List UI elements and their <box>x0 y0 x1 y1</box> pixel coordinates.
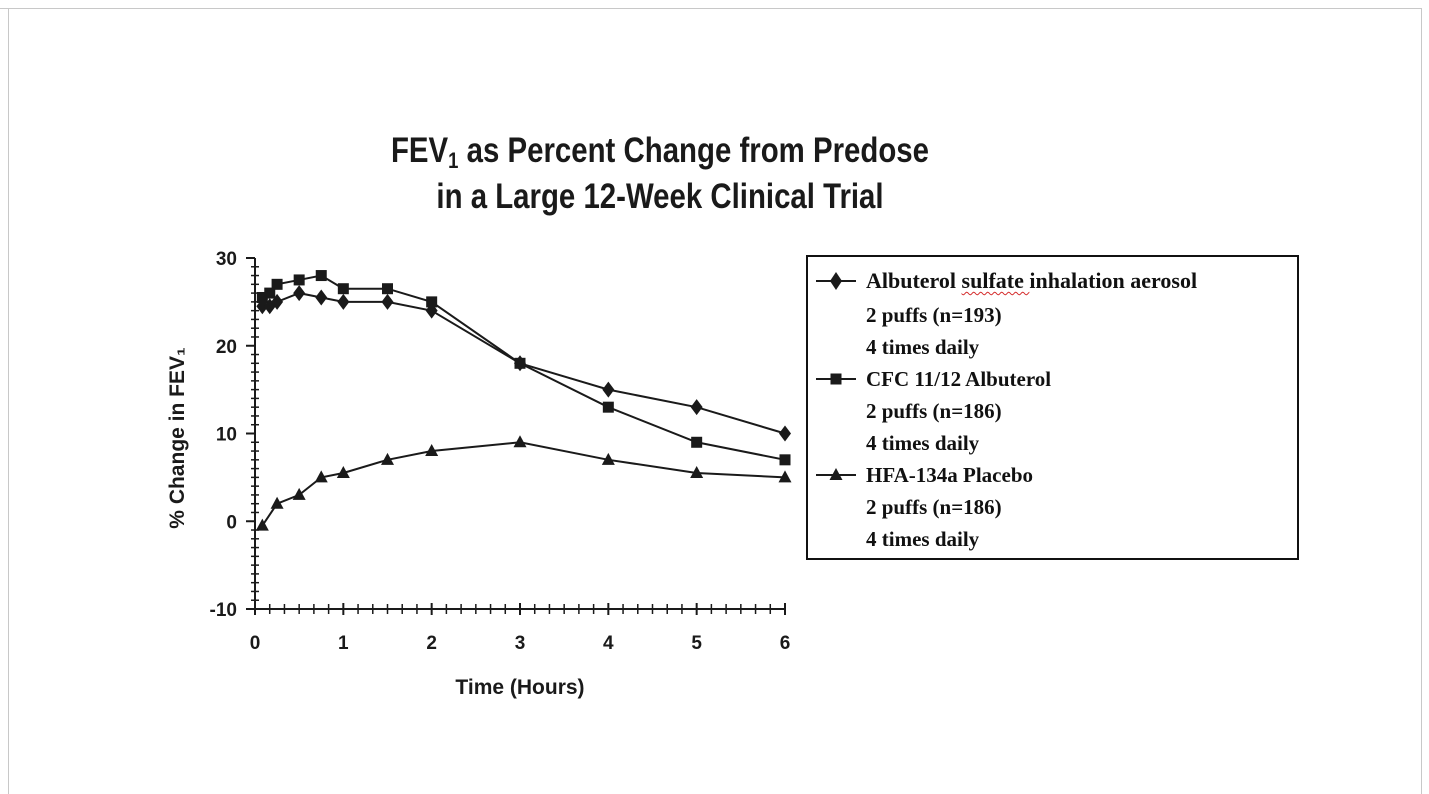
x-tick-label: 1 <box>338 633 349 654</box>
series-2-point <box>256 291 268 303</box>
series-3-point <box>513 435 527 448</box>
y-tick-label: -10 <box>210 600 237 621</box>
series-1-point <box>315 289 328 306</box>
series-3-point <box>601 452 615 465</box>
frame-right-border <box>1421 8 1422 794</box>
legend-series-detail: 2 puffs (n=186) <box>866 399 1002 423</box>
legend-marker-diamond-icon <box>816 271 856 291</box>
y-tick-label: 30 <box>216 249 237 270</box>
chart-title-line-1: FEV1 as Percent Change from Predose <box>358 128 963 174</box>
chart-title-line-2: in a Large 12-Week Clinical Trial <box>436 177 884 216</box>
title-prefix: FEV <box>390 131 449 170</box>
title-suffix: as Percent Change from Predose <box>458 131 930 170</box>
legend: Albuterol sulfate inhalation aerosol 2 pu… <box>806 255 1299 560</box>
series-1-point <box>337 293 350 310</box>
series-1-point <box>381 293 394 310</box>
y-tick-label: 0 <box>226 512 237 533</box>
title-subscript: 1 <box>448 148 459 173</box>
series-3-point <box>270 496 284 509</box>
y-tick-label: 20 <box>216 337 237 358</box>
series-1-point <box>690 399 703 416</box>
series-2-point <box>426 296 438 308</box>
series-1-point <box>779 425 791 442</box>
series-2-point <box>602 401 614 413</box>
x-axis-label: Time (Hours) <box>455 676 584 699</box>
x-tick-label: 4 <box>603 633 614 654</box>
chart-title: FEV1 as Percent Change from Predose in a… <box>358 128 963 220</box>
series-2-point <box>315 270 327 282</box>
series-3-point <box>292 487 306 500</box>
series-2-point <box>514 357 526 369</box>
series-3-point <box>336 465 350 478</box>
legend-series-detail: 4 times daily <box>866 431 980 455</box>
legend-series-name: Albuterol sulfate inhalation aerosol <box>866 268 1198 293</box>
series-2-point <box>293 274 305 286</box>
series-2-point <box>337 283 349 295</box>
series-3-point <box>778 470 792 483</box>
series-2-point <box>382 283 393 295</box>
x-tick-label: 2 <box>426 633 437 654</box>
series-3-point <box>314 470 328 483</box>
y-axis-label: % Change in FEV₁ <box>166 347 189 528</box>
legend-series-name: HFA-134a Placebo <box>866 463 1033 487</box>
x-tick-label: 6 <box>780 633 791 654</box>
series-3-point <box>690 465 704 478</box>
x-tick-label: 0 <box>250 633 261 654</box>
frame-top-border <box>0 8 1422 9</box>
legend-series-name: CFC 11/12 Albuterol <box>866 367 1052 391</box>
series-3-point <box>255 518 269 531</box>
x-tick-label: 3 <box>515 633 526 654</box>
series-line-3 <box>261 441 786 527</box>
x-tick-label: 5 <box>691 633 702 654</box>
legend-series-detail: 2 puffs (n=186) <box>866 495 1002 519</box>
legend-series-detail: 2 puffs (n=193) <box>866 303 1002 327</box>
series-2-point <box>264 287 276 299</box>
series-1-point <box>293 285 306 302</box>
series-2-point <box>779 454 791 466</box>
series-1-point <box>602 381 615 398</box>
legend-series-detail: 4 times daily <box>866 335 980 359</box>
legend-series-detail: 4 times daily <box>866 527 980 551</box>
series-3-point <box>381 452 394 465</box>
y-tick-label: 10 <box>216 425 237 446</box>
series-3-point <box>425 444 439 457</box>
legend-marker-square-icon <box>816 369 856 389</box>
frame-left-border <box>8 8 9 794</box>
series-2-point <box>271 278 283 290</box>
series-2-point <box>691 436 703 448</box>
legend-marker-triangle-icon <box>816 465 856 485</box>
